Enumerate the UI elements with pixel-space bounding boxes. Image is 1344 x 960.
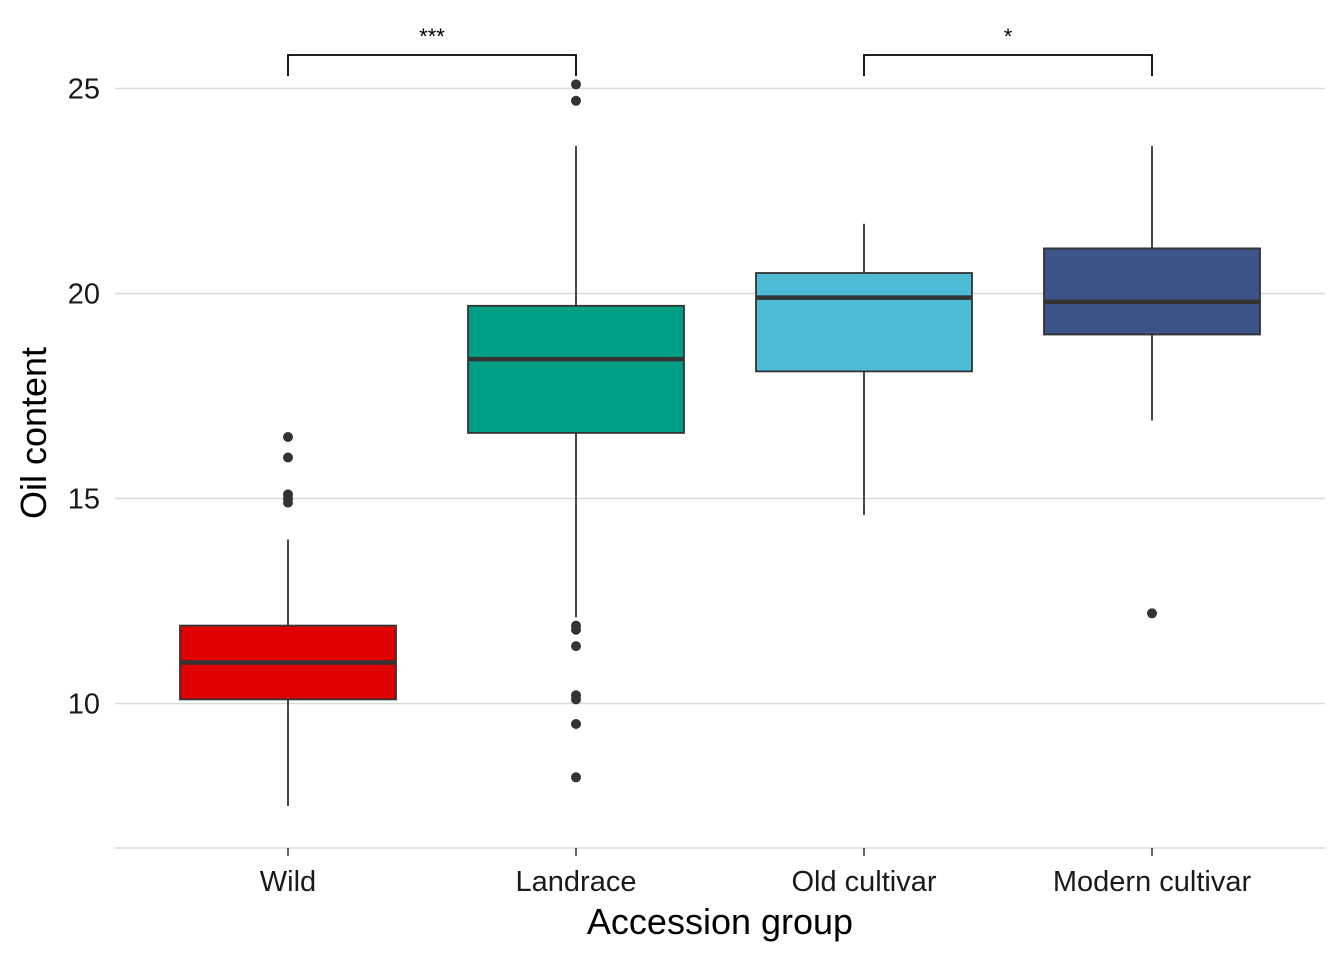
x-axis-title: Accession group xyxy=(587,901,853,942)
outlier-point-landrace-7 xyxy=(571,719,581,729)
box-group-modern-cultivar xyxy=(1043,145,1261,619)
outlier-point-landrace-1 xyxy=(571,95,581,106)
boxes xyxy=(179,79,1261,806)
gridlines xyxy=(115,87,1325,705)
x-tick-label-wild: Wild xyxy=(260,866,316,898)
x-tick-label-modern-cultivar: Modern cultivar xyxy=(1053,866,1252,898)
outlier-point-landrace-0 xyxy=(571,79,581,90)
outlier-point-landrace-6 xyxy=(571,694,581,705)
y-axis-title: Oil content xyxy=(13,347,54,519)
outlier-point-modern-cultivar-0 xyxy=(1147,608,1157,619)
outlier-point-landrace-4 xyxy=(571,641,581,652)
box-group-landrace xyxy=(467,79,685,783)
outlier-point-landrace-8 xyxy=(571,772,581,783)
y-tick-label-25: 25 xyxy=(68,74,100,106)
y-tick-label-15: 15 xyxy=(68,484,100,516)
outlier-point-wild-0 xyxy=(283,432,293,442)
box-landrace xyxy=(467,304,685,434)
outlier-point-landrace-3 xyxy=(571,624,581,635)
significance-label-wild-vs-landrace: *** xyxy=(419,24,445,49)
y-tick-label-10: 10 xyxy=(68,689,100,721)
x-tick-label-old-cultivar: Old cultivar xyxy=(791,866,936,898)
significance-bracket-wild-vs-landrace xyxy=(287,54,577,76)
significance-bracket-old-cultivar-vs-modern-cultivar xyxy=(863,54,1153,76)
outlier-point-wild-4 xyxy=(283,497,293,508)
box-group-old-cultivar xyxy=(755,223,973,515)
box-modern-cultivar xyxy=(1043,247,1261,336)
significance-label-old-cultivar-vs-modern-cultivar: * xyxy=(1004,24,1013,49)
y-axis-ticks: 10 15 20 25 xyxy=(68,74,100,721)
outlier-point-wild-1 xyxy=(283,452,293,463)
box-old-cultivar xyxy=(755,272,973,373)
y-tick-label-20: 20 xyxy=(68,279,100,311)
significance-annotations: *** * xyxy=(287,24,1153,76)
x-tick-label-landrace: Landrace xyxy=(516,866,637,898)
x-axis-ticks: Wild Landrace Old cultivar Modern cultivar xyxy=(260,848,1252,898)
box-group-wild xyxy=(179,432,397,806)
